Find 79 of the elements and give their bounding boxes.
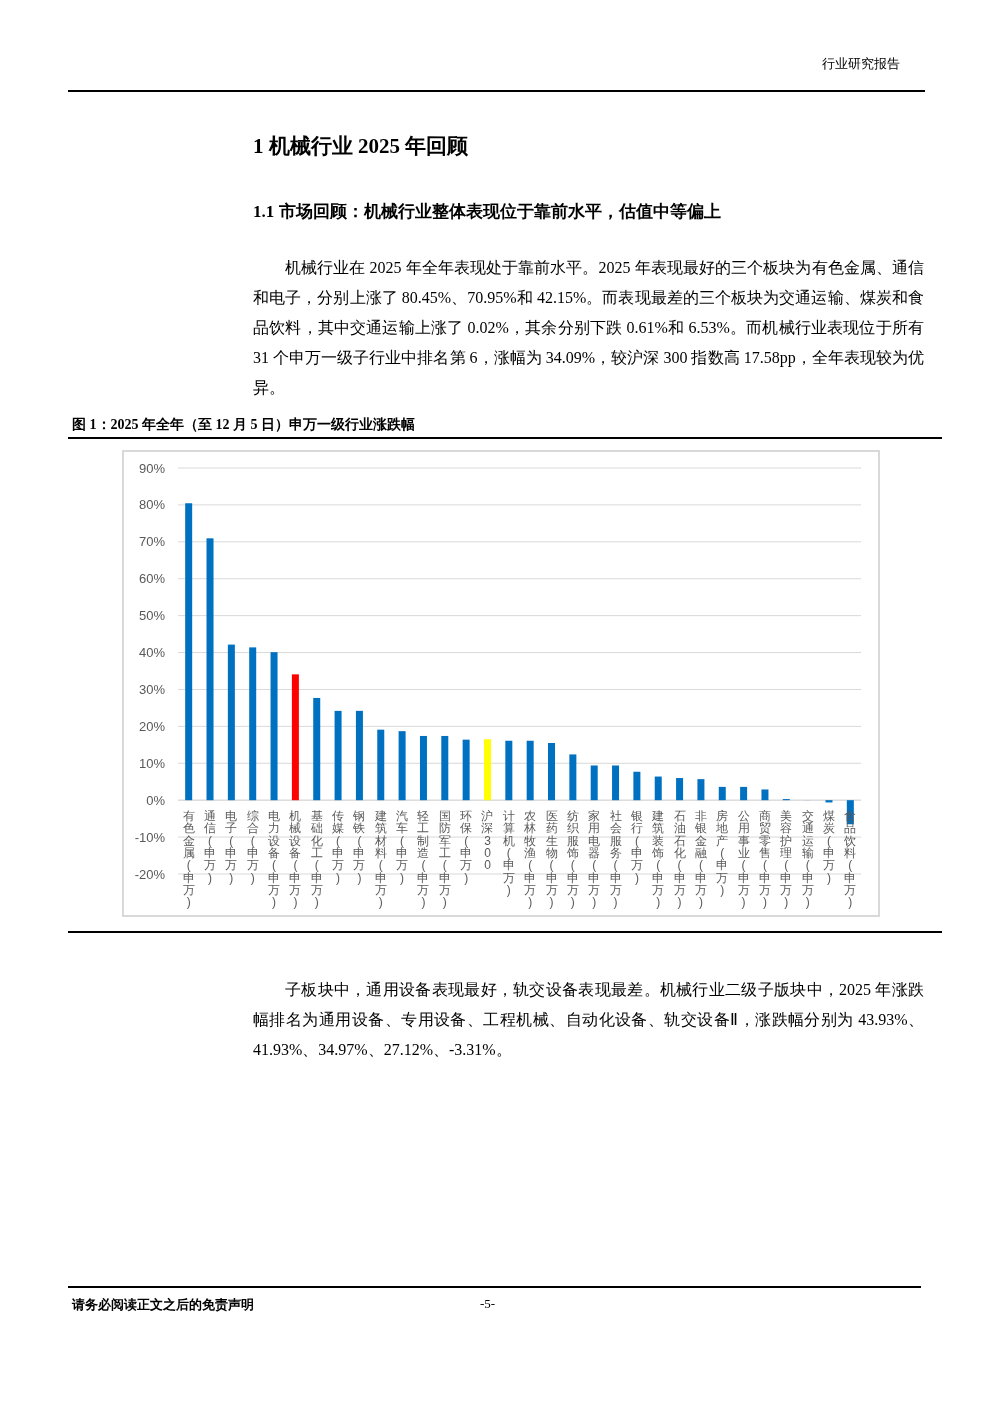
y-tick-label: 10% <box>138 755 166 771</box>
x-tick-label: 有色金属(申万) <box>182 809 195 910</box>
bar <box>462 739 470 801</box>
y-tick-label: 70% <box>138 534 166 550</box>
text: 1.1 市场回顾：机械行业整体表现位于靠前水平，估值中等偏上 <box>253 201 722 223</box>
bar <box>483 739 491 801</box>
x-tick-label: 医药生物(申万) <box>545 809 558 910</box>
y-tick-label: 80% <box>138 497 166 513</box>
y-tick-label: 50% <box>138 608 166 624</box>
x-tick-label: 环保(申万) <box>460 809 473 885</box>
x-tick-label: 国防军工(申万) <box>438 809 451 910</box>
text: 机械行业在 2025 年全年表现处于靠前水平。2025 年表现最好的三个板块为有色金属、通信和电子，分别上涨了 80.45%、70.95%和 42.15%。而表现最差的三个板块为交通运输、煤炭和食品饮料，其中交通运输上涨了 0.02%，其余分别下跌 0.61%和 6.53%。而机械行业表现位于所有 31 个申万一级子行业中排名第 6，涨幅为 34.09%，较沪深 300 指数高 17.58pp，全年表现较为优异。 <box>253 258 924 398</box>
y-tick-label: 20% <box>138 718 166 734</box>
bar <box>313 697 321 801</box>
bar <box>590 765 598 801</box>
y-tick-label: 40% <box>138 645 166 661</box>
bar <box>270 652 278 801</box>
bar <box>185 503 193 801</box>
x-tick-label: 家用电器(申万) <box>588 809 601 910</box>
x-tick-label: 商贸零售(申万) <box>758 809 771 910</box>
x-tick-label: 机械设备(申万) <box>289 809 302 910</box>
y-tick-label: 0% <box>146 792 166 808</box>
x-tick-label: 计算机(申万) <box>502 809 515 897</box>
x-tick-label: 钢铁(申万) <box>352 809 366 885</box>
x-tick-label: 石油石化(申万) <box>673 809 686 910</box>
y-tick-label: 90% <box>138 460 166 476</box>
bar <box>612 765 620 801</box>
bar <box>505 740 513 801</box>
bar <box>441 735 449 801</box>
x-tick-label: 美容护理(申万) <box>779 809 793 910</box>
x-tick-label: 农林牧渔(申万) <box>523 809 537 910</box>
x-tick-label: 基础化工(申万) <box>309 809 323 910</box>
bar <box>740 786 748 801</box>
x-tick-label: 电力设备(申万) <box>268 809 281 910</box>
y-tick-label: -10% <box>134 829 166 845</box>
bar <box>697 779 705 801</box>
x-tick-label: 房地产(申万) <box>715 809 729 897</box>
x-tick-label: 社会服务(申万) <box>609 809 622 910</box>
x-tick-label: 交通运输(申万) <box>801 809 814 910</box>
x-tick-label: 纺织服饰(申万) <box>565 809 579 910</box>
text: 行业研究报告 <box>822 55 901 73</box>
bar <box>548 742 556 801</box>
bar <box>419 735 427 801</box>
x-tick-label: 沪深300 <box>481 809 494 873</box>
bar <box>569 754 577 801</box>
bar <box>676 778 684 801</box>
x-tick-label: 建筑装饰(申万) <box>651 809 665 910</box>
bar <box>398 731 406 801</box>
y-tick-label: 30% <box>138 681 166 697</box>
bar <box>761 789 769 801</box>
x-tick-label: 煤炭(申万) <box>822 809 835 885</box>
bar <box>249 647 257 801</box>
y-tick-label: 60% <box>138 571 166 587</box>
x-tick-label: 建筑材料(申万) <box>373 809 387 910</box>
bar <box>526 740 534 801</box>
bar <box>334 710 342 801</box>
bar <box>654 776 662 801</box>
bar <box>355 710 363 801</box>
bar <box>291 674 299 801</box>
x-tick-label: 汽车(申万) <box>396 809 409 885</box>
x-tick-label: 非银金融(申万) <box>693 809 707 910</box>
text: 请务必阅读正文之后的免责声明 <box>72 1296 255 1314</box>
x-tick-label: 通信(申万) <box>204 809 217 885</box>
bar <box>633 771 641 801</box>
chart-title: 图 1：2025 年全年（至 12 月 5 日）申万一级行业涨跌幅 <box>72 416 415 434</box>
text: 1 机械行业 2025 年回顾 <box>253 133 470 160</box>
bar <box>377 729 385 801</box>
bar <box>227 644 235 801</box>
x-tick-label: 轻工制造(申万) <box>417 809 430 910</box>
bar <box>718 786 726 801</box>
text: -5- <box>480 1296 497 1312</box>
x-tick-label: 电子(申万) <box>225 809 238 885</box>
x-tick-label: 传媒(申万) <box>332 809 345 885</box>
text: 子板块中，通用设备表现最好，轨交设备表现最差。机械行业二级子版块中，2025 年涨跌幅排名为通用设备、专用设备、工程机械、自动化设备、轨交设备Ⅱ，涨跌幅分别为 43.93%、41.93%、34.97%、27.12%、-3.31%。 <box>253 980 925 1060</box>
x-tick-label: 公用事业(申万) <box>737 809 750 910</box>
y-tick-label: -20% <box>134 866 166 882</box>
x-tick-label: 银行(申万) <box>629 809 643 885</box>
bar <box>206 538 214 801</box>
x-tick-label: 综合(申万) <box>246 809 259 885</box>
